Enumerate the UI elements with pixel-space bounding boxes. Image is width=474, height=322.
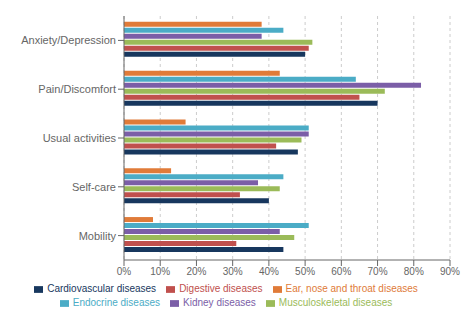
svg-text:40%: 40%: [259, 266, 279, 277]
svg-text:Self-care: Self-care: [72, 181, 116, 193]
html-text:Cardiovascular diseases: Cardiovascular diseases: [47, 283, 157, 294]
svg-text:70%: 70%: [368, 266, 388, 277]
html-text:Kidney diseases: Kidney diseases: [183, 297, 256, 308]
svg-text:Mobility: Mobility: [79, 230, 117, 242]
svg-text:0%: 0%: [117, 266, 132, 277]
svg-text:Usual activities: Usual activities: [43, 132, 117, 144]
html-text:Digestive diseases: Digestive diseases: [179, 283, 263, 294]
svg-text:80%: 80%: [404, 266, 424, 277]
svg-text:90%: 90%: [440, 266, 460, 277]
svg-text:30%: 30%: [223, 266, 243, 277]
svg-text:20%: 20%: [186, 266, 206, 277]
html-text:Endocrine diseases: Endocrine diseases: [72, 297, 160, 308]
html-text:Musculoskeletal diseases: Musculoskeletal diseases: [278, 297, 393, 308]
html-text:Ear, nose and throat diseases: Ear, nose and throat diseases: [285, 283, 418, 294]
svg-text:60%: 60%: [331, 266, 351, 277]
svg-text:10%: 10%: [150, 266, 170, 277]
svg-text:Pain/Discomfort: Pain/Discomfort: [38, 83, 116, 95]
svg-text:50%: 50%: [295, 266, 315, 277]
svg-text:Anxiety/Depression: Anxiety/Depression: [21, 34, 116, 46]
